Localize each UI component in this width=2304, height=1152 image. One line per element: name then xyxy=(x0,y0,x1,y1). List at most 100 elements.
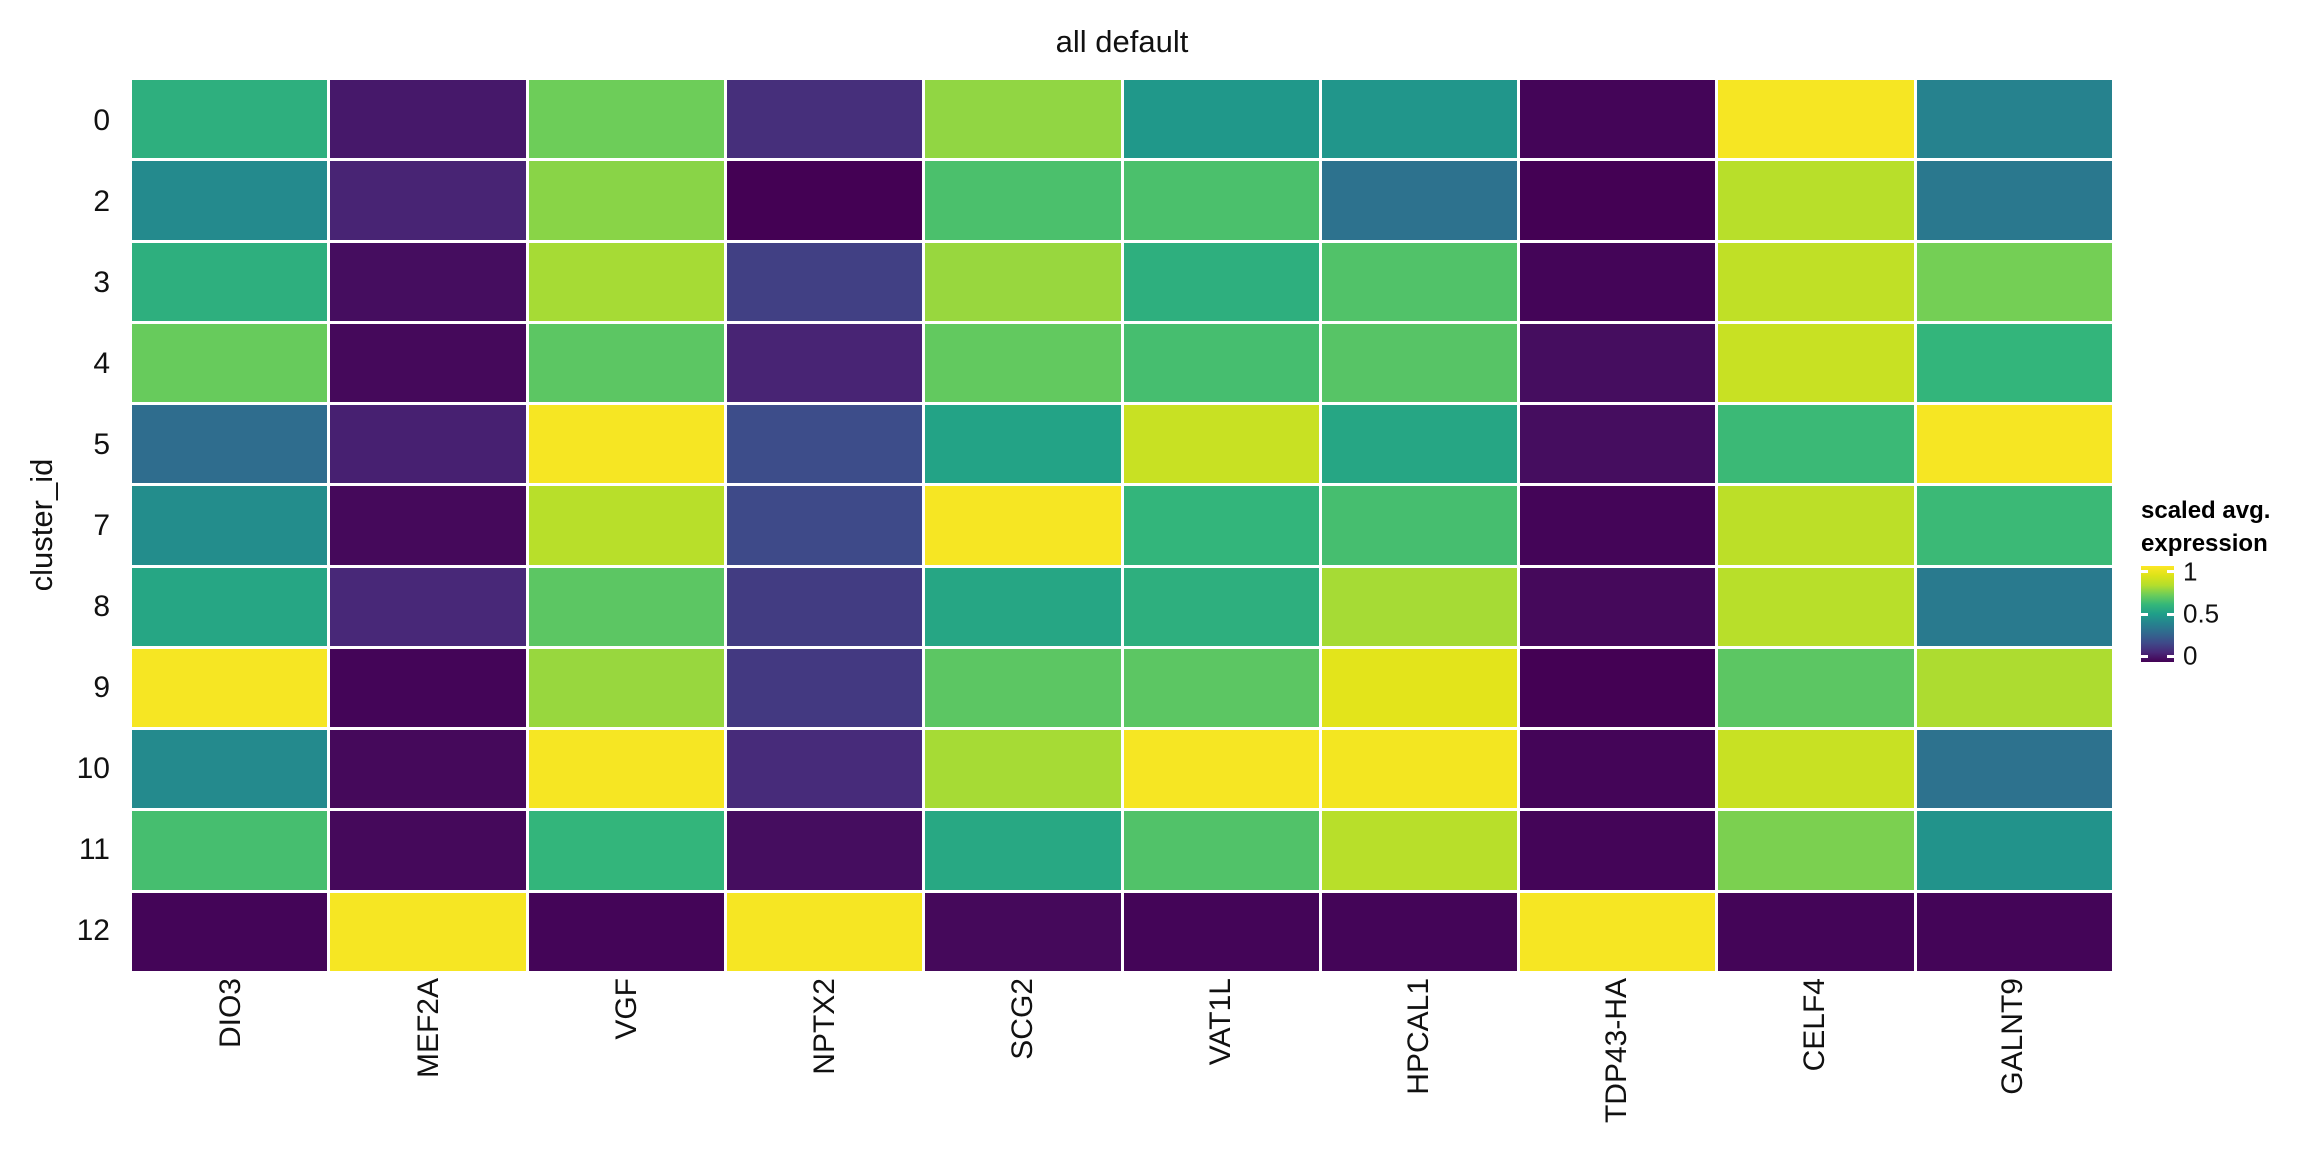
legend-tick-mark xyxy=(2167,654,2174,658)
y-tick-label: 0 xyxy=(93,103,110,137)
x-tick-label: HPCAL1 xyxy=(1402,978,1435,1095)
heatmap-cell xyxy=(1123,811,1319,890)
heatmap-cell xyxy=(132,486,328,565)
heatmap-cell xyxy=(1321,323,1518,403)
heatmap-cell xyxy=(1718,567,1914,646)
legend-tick-label: 0.5 xyxy=(2183,598,2220,629)
heatmap-cell xyxy=(330,161,526,240)
heatmap-cell xyxy=(132,80,328,159)
y-axis-tick-labels: 0 2 3 4 5 7 8 9 10 11 12 xyxy=(0,80,120,971)
heatmap-cell xyxy=(1916,486,2112,565)
heatmap-cell xyxy=(1321,80,1518,159)
y-tick-label: 4 xyxy=(93,346,110,380)
heatmap-cell xyxy=(925,567,1121,646)
legend-tick-mark xyxy=(2141,612,2148,616)
heatmap-cell xyxy=(1916,323,2112,403)
y-tick-label: 7 xyxy=(93,508,110,542)
heatmap-cell xyxy=(528,648,724,728)
x-tick-label: CELF4 xyxy=(1798,978,1831,1072)
heatmap-cell xyxy=(726,486,923,565)
x-tick-label: NPTX2 xyxy=(808,978,841,1075)
heatmap-cell xyxy=(726,648,923,728)
x-tick-label: MEF2A xyxy=(412,978,445,1079)
legend-tick-mark xyxy=(2167,570,2174,574)
x-axis-tick-labels: DIO3 MEF2A VGF NPTX2 SCG2 VAT1L HPCAL1 TDP43-HA… xyxy=(132,978,2112,1148)
heatmap-cell xyxy=(330,486,526,565)
heatmap-cell xyxy=(1916,405,2112,484)
heatmap-cell xyxy=(132,161,328,240)
x-tick-label: SCG2 xyxy=(1006,978,1039,1060)
heatmap-cell xyxy=(1123,161,1319,240)
heatmap-cell xyxy=(1916,730,2112,809)
heatmap-cell xyxy=(330,567,526,646)
heatmap-cell xyxy=(1321,242,1518,321)
x-tick-slot: NPTX2 xyxy=(726,978,924,1148)
heatmap-cell xyxy=(1718,405,1914,484)
heatmap-cell xyxy=(1916,242,2112,321)
heatmap-cell xyxy=(132,405,328,484)
heatmap-cell xyxy=(1321,648,1518,728)
heatmap-cell xyxy=(1321,730,1518,809)
legend-tick-mark xyxy=(2141,570,2148,574)
heatmap-cell xyxy=(1520,648,1716,728)
heatmap-cell xyxy=(925,486,1121,565)
heatmap-cell xyxy=(925,648,1121,728)
heatmap-cell xyxy=(1321,161,1518,240)
heatmap-cell xyxy=(1123,567,1319,646)
heatmap-cell xyxy=(330,892,526,971)
heatmap-cell xyxy=(528,405,724,484)
x-tick-slot: CELF4 xyxy=(1716,978,1914,1148)
legend: scaled avg. expression 1 0.5 0 xyxy=(2141,494,2304,671)
legend-tick-mark xyxy=(2167,612,2174,616)
heatmap-cell xyxy=(1520,323,1716,403)
heatmap-cell xyxy=(925,242,1121,321)
heatmap-cell xyxy=(1916,161,2112,240)
heatmap-cell xyxy=(726,80,923,159)
heatmap-cell xyxy=(528,892,724,971)
y-tick-label: 10 xyxy=(76,751,110,785)
x-tick-slot: HPCAL1 xyxy=(1320,978,1518,1148)
heatmap-cell xyxy=(1123,648,1319,728)
heatmap-cell xyxy=(726,242,923,321)
heatmap-cell xyxy=(1718,242,1914,321)
heatmap-cell xyxy=(1718,730,1914,809)
heatmap-cell xyxy=(1123,730,1319,809)
heatmap-cell xyxy=(1123,242,1319,321)
heatmap-cell xyxy=(132,811,328,890)
heatmap-cell xyxy=(132,242,328,321)
heatmap-cell xyxy=(330,405,526,484)
x-tick-label: GALNT9 xyxy=(1996,978,2029,1095)
y-tick-label: 11 xyxy=(78,832,110,866)
heatmap-cell xyxy=(1123,323,1319,403)
heatmap-cell xyxy=(132,648,328,728)
heatmap-cell xyxy=(528,730,724,809)
heatmap-cell xyxy=(726,161,923,240)
heatmap-cell xyxy=(528,567,724,646)
heatmap-cell xyxy=(1520,405,1716,484)
heatmap-cell xyxy=(1916,648,2112,728)
heatmap-cell xyxy=(726,730,923,809)
heatmap-grid xyxy=(132,80,2112,971)
heatmap-cell xyxy=(1718,648,1914,728)
heatmap-cell xyxy=(1916,80,2112,159)
heatmap-cell xyxy=(925,892,1121,971)
heatmap-cell xyxy=(330,323,526,403)
heatmap-cell xyxy=(1321,892,1518,971)
legend-colorbar-wrap: 1 0.5 0 xyxy=(2141,556,2304,671)
y-tick-label: 12 xyxy=(76,913,110,947)
heatmap-cell xyxy=(132,323,328,403)
heatmap-cell xyxy=(528,242,724,321)
heatmap-cell xyxy=(925,161,1121,240)
heatmap-cell xyxy=(1123,486,1319,565)
heatmap-cell xyxy=(528,811,724,890)
heatmap-cell xyxy=(925,730,1121,809)
heatmap-cell xyxy=(1916,811,2112,890)
heatmap-cell xyxy=(1916,567,2112,646)
y-tick-label: 9 xyxy=(93,670,110,704)
heatmap-cell xyxy=(330,811,526,890)
y-tick-label: 2 xyxy=(93,184,110,218)
heatmap-cell xyxy=(925,80,1121,159)
heatmap-cell xyxy=(925,323,1121,403)
heatmap-cell xyxy=(1718,486,1914,565)
heatmap-cell xyxy=(1520,486,1716,565)
